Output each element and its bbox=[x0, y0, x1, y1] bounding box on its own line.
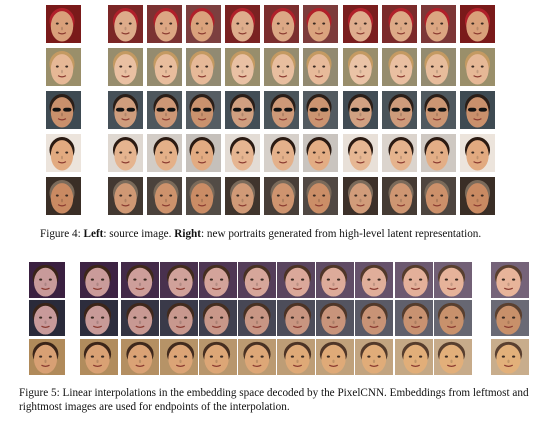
generated-portrait bbox=[382, 48, 417, 86]
generated-portrait bbox=[186, 5, 221, 43]
generated-portrait bbox=[108, 91, 143, 129]
generated-portrait bbox=[264, 5, 299, 43]
generated-portrait bbox=[382, 5, 417, 43]
interpolation-step-image bbox=[121, 300, 159, 336]
interpolation-step-image bbox=[160, 262, 198, 298]
generated-portrait bbox=[108, 134, 143, 172]
figure-4-caption: Figure 4: Left: source image. Right: new… bbox=[40, 228, 550, 242]
interpolation-step-image bbox=[316, 339, 354, 375]
generated-portrait bbox=[460, 5, 495, 43]
generated-portrait bbox=[108, 177, 143, 215]
generated-portrait bbox=[225, 91, 260, 129]
generated-portrait bbox=[186, 177, 221, 215]
generated-portrait bbox=[225, 177, 260, 215]
interpolation-step-image bbox=[238, 339, 276, 375]
interpolation-step-image bbox=[277, 262, 315, 298]
interpolation-step-image bbox=[238, 262, 276, 298]
generated-portrait bbox=[343, 91, 378, 129]
interpolation-step-image bbox=[395, 262, 433, 298]
interpolation-step-image bbox=[160, 300, 198, 336]
generated-portrait bbox=[460, 91, 495, 129]
generated-portrait bbox=[421, 177, 456, 215]
interpolation-step-image bbox=[80, 262, 118, 298]
generated-portrait bbox=[147, 5, 182, 43]
interpolation-step-image bbox=[355, 339, 393, 375]
generated-portrait bbox=[460, 177, 495, 215]
interpolation-step-image bbox=[277, 300, 315, 336]
generated-portrait bbox=[343, 48, 378, 86]
generated-portrait bbox=[460, 48, 495, 86]
interpolation-step-image bbox=[80, 339, 118, 375]
interpolation-step-image bbox=[395, 339, 433, 375]
interpolation-step-image bbox=[80, 300, 118, 336]
generated-portrait bbox=[460, 134, 495, 172]
generated-portrait bbox=[186, 134, 221, 172]
interpolation-start-image bbox=[29, 262, 65, 298]
generated-portrait bbox=[186, 48, 221, 86]
generated-portrait bbox=[303, 48, 338, 86]
interpolation-step-image bbox=[434, 262, 472, 298]
figure-4-right-text: : new portraits generated from high-leve… bbox=[200, 228, 482, 240]
interpolation-end-image bbox=[491, 300, 529, 336]
generated-portrait bbox=[108, 48, 143, 86]
generated-portrait bbox=[264, 177, 299, 215]
interpolation-step-image bbox=[395, 300, 433, 336]
interpolation-step-image bbox=[238, 300, 276, 336]
interpolation-end-image bbox=[491, 262, 529, 298]
generated-portrait bbox=[343, 5, 378, 43]
generated-portrait bbox=[264, 91, 299, 129]
source-portrait bbox=[46, 134, 81, 172]
source-portrait bbox=[46, 91, 81, 129]
interpolation-step-image bbox=[355, 300, 393, 336]
generated-portrait bbox=[225, 48, 260, 86]
figure-5-caption: Figure 5: Linear interpolations in the e… bbox=[19, 387, 529, 413]
source-portrait bbox=[46, 5, 81, 43]
generated-portrait bbox=[303, 177, 338, 215]
generated-portrait bbox=[421, 48, 456, 86]
generated-portrait bbox=[421, 134, 456, 172]
generated-portrait bbox=[303, 5, 338, 43]
generated-portrait bbox=[421, 91, 456, 129]
generated-portrait bbox=[147, 91, 182, 129]
generated-portrait bbox=[264, 48, 299, 86]
generated-portrait bbox=[264, 134, 299, 172]
interpolation-step-image bbox=[434, 300, 472, 336]
generated-portrait bbox=[225, 5, 260, 43]
interpolation-step-image bbox=[199, 262, 237, 298]
source-portrait bbox=[46, 177, 81, 215]
interpolation-step-image bbox=[160, 339, 198, 375]
generated-portrait bbox=[303, 91, 338, 129]
generated-portrait bbox=[421, 5, 456, 43]
interpolation-step-image bbox=[316, 300, 354, 336]
source-portrait bbox=[46, 48, 81, 86]
generated-portrait bbox=[186, 91, 221, 129]
generated-portrait bbox=[382, 134, 417, 172]
interpolation-start-image bbox=[29, 300, 65, 336]
generated-portrait bbox=[147, 134, 182, 172]
generated-portrait bbox=[343, 177, 378, 215]
interpolation-step-image bbox=[355, 262, 393, 298]
generated-portrait bbox=[382, 91, 417, 129]
interpolation-step-image bbox=[199, 339, 237, 375]
generated-portrait bbox=[108, 5, 143, 43]
interpolation-end-image bbox=[491, 339, 529, 375]
generated-portrait bbox=[147, 177, 182, 215]
figure-4-right-label: Right bbox=[174, 228, 201, 240]
generated-portrait bbox=[303, 134, 338, 172]
interpolation-step-image bbox=[199, 300, 237, 336]
figure-4-label: Figure 4: bbox=[40, 228, 81, 240]
interpolation-start-image bbox=[29, 339, 65, 375]
interpolation-step-image bbox=[277, 339, 315, 375]
generated-portrait bbox=[225, 134, 260, 172]
interpolation-step-image bbox=[121, 262, 159, 298]
generated-portrait bbox=[382, 177, 417, 215]
interpolation-step-image bbox=[434, 339, 472, 375]
generated-portrait bbox=[147, 48, 182, 86]
generated-portrait bbox=[343, 134, 378, 172]
interpolation-step-image bbox=[316, 262, 354, 298]
interpolation-step-image bbox=[121, 339, 159, 375]
figure-4-left-label: Left bbox=[83, 228, 104, 240]
figure-4-left-text: : source image. bbox=[103, 228, 175, 240]
